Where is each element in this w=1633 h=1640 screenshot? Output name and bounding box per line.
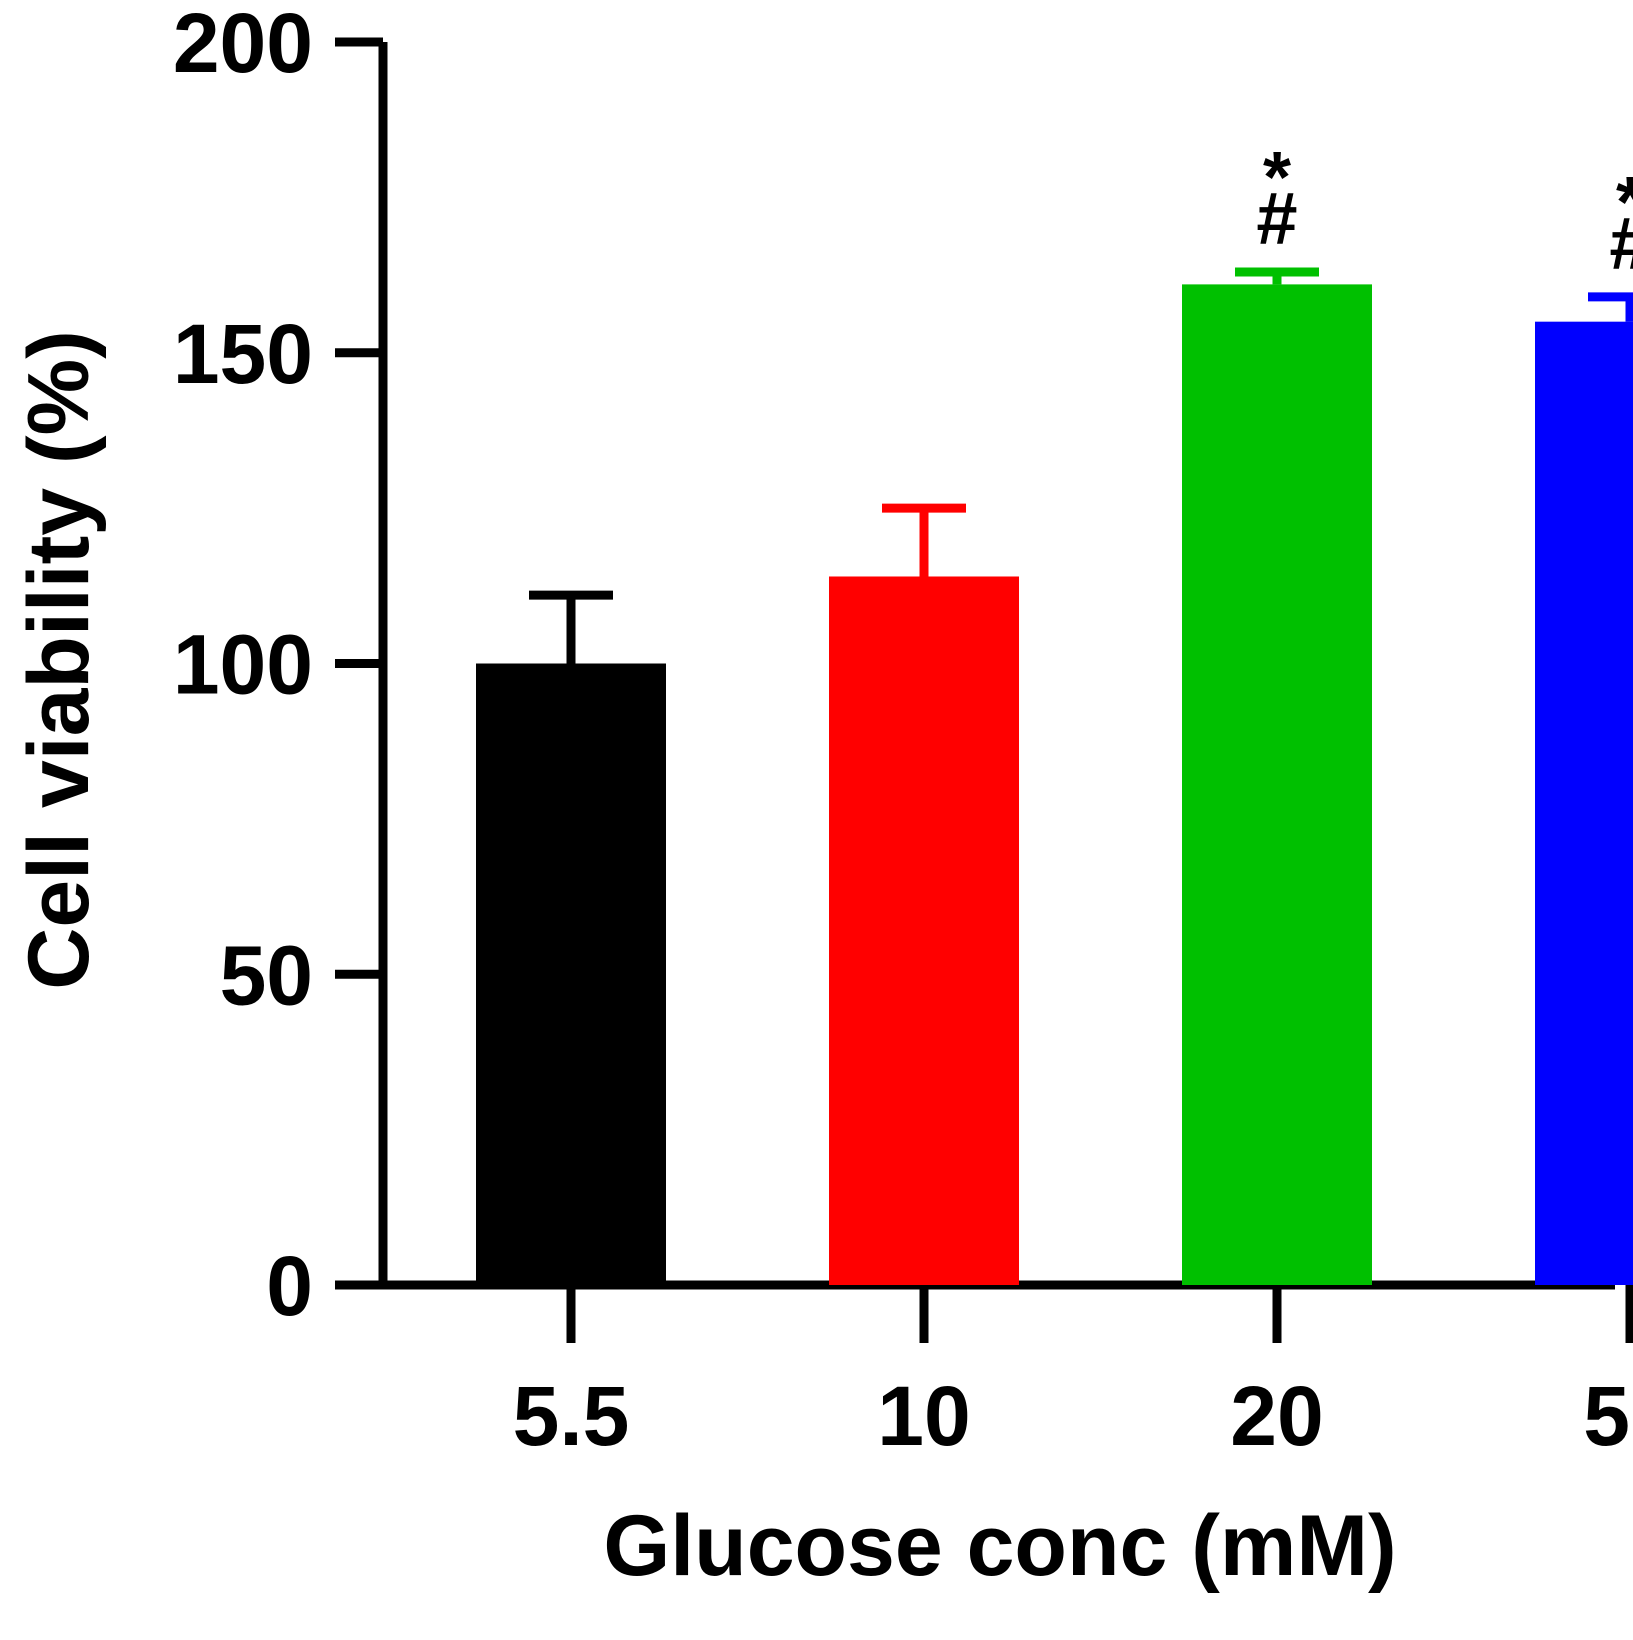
bar-50 — [1535, 321, 1633, 1285]
significance-hash: # — [1609, 202, 1633, 285]
significance-asterisk: * — [1263, 138, 1291, 218]
bars — [476, 284, 1633, 1285]
y-tick-label: 200 — [173, 0, 313, 90]
x-tick-label: 10 — [877, 1369, 970, 1463]
x-axis-title: Glucose conc (mM) — [603, 1498, 1396, 1594]
x-tick-label: 5.5 — [513, 1369, 630, 1463]
x-tick-label: 20 — [1230, 1369, 1323, 1463]
significance-annotations: #*#* — [1256, 138, 1633, 285]
bar-10 — [829, 576, 1019, 1285]
y-tick-label: 50 — [220, 928, 313, 1022]
y-tick-label: 150 — [173, 307, 313, 401]
significance-hash: # — [1256, 177, 1297, 260]
bar-20 — [1182, 284, 1372, 1285]
x-tick-label: 50 — [1583, 1369, 1633, 1463]
y-axis-title: Cell viability (%) — [11, 330, 107, 990]
y-axis: 0 50 100 150 200 — [173, 0, 388, 1333]
error-bars — [529, 267, 1633, 664]
bar-5.5 — [476, 663, 666, 1285]
significance-asterisk: * — [1616, 163, 1633, 243]
y-tick-label: 0 — [266, 1239, 313, 1333]
y-tick-label: 100 — [173, 618, 313, 712]
x-axis: 5.5 10 20 50 — [378, 1280, 1633, 1463]
